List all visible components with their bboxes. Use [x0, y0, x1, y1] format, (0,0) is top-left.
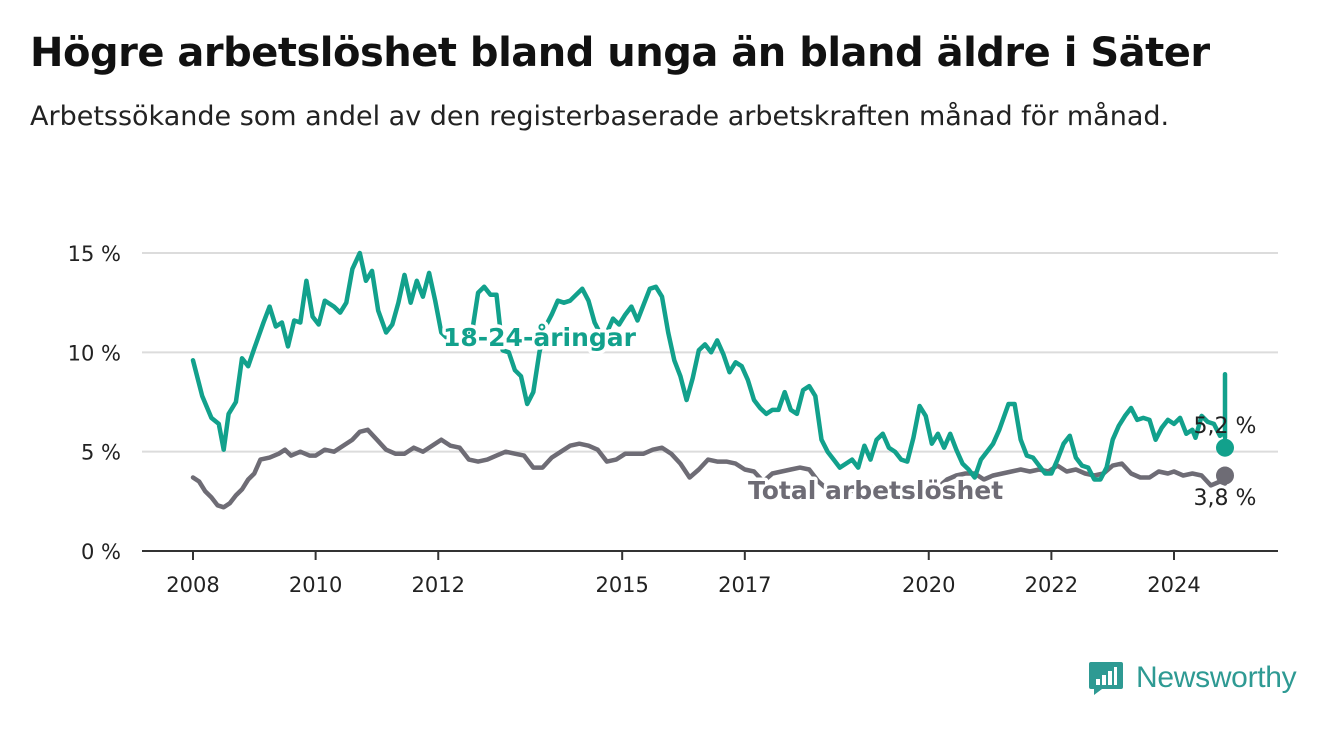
newsworthy-logo-icon	[1089, 662, 1123, 695]
brand: Newsworthy	[1088, 660, 1297, 696]
x-tick-label: 2022	[1025, 573, 1078, 597]
x-tick-label: 2020	[902, 573, 955, 597]
x-tick-label: 2024	[1147, 573, 1200, 597]
x-tick-label: 2012	[412, 573, 465, 597]
x-tick-label: 2017	[718, 573, 771, 597]
label-layer: 5,2 % 3,8 % 18-24-åringar Total arbetslöshe…	[440, 320, 1257, 512]
end-marker-0	[1216, 438, 1234, 457]
chart-subtitle: Arbetssökande som andel av den registerb…	[30, 101, 1170, 132]
y-tick-label: 0 %	[81, 540, 121, 564]
brand-name: Newsworthy	[1136, 661, 1297, 694]
end-value-label-1: 3,8 %	[1194, 486, 1257, 511]
series-label-total: Total arbetslöshet	[748, 476, 1003, 505]
x-tick-label: 2010	[289, 573, 342, 597]
end-value-label-0: 5,2 %	[1194, 414, 1257, 439]
end-marker-1	[1216, 466, 1234, 485]
series-label-youth: 18-24-åringar	[443, 323, 637, 352]
series-layer	[190, 250, 1228, 510]
series-line-0	[190, 250, 1228, 482]
y-tick-label: 5 %	[81, 441, 121, 465]
y-tick-label: 15 %	[68, 242, 121, 266]
y-axis: 0 % 5 % 10 % 15 %	[68, 242, 121, 564]
y-tick-label: 10 %	[68, 341, 121, 365]
chart-title: Högre arbetslöshet bland unga än bland ä…	[30, 30, 1210, 76]
x-tick-label: 2015	[595, 573, 648, 597]
x-axis: 2008 2010 2012 2015 2017 2020 2022 2024	[142, 550, 1278, 597]
x-tick-label: 2008	[166, 573, 219, 597]
